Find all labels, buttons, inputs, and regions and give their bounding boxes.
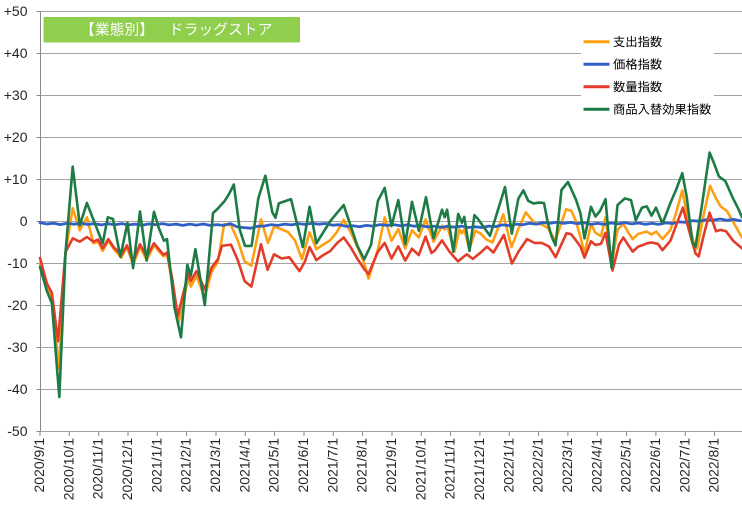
- svg-text:2022/4/1: 2022/4/1: [588, 438, 604, 493]
- svg-text:2021/11/1: 2021/11/1: [442, 438, 458, 499]
- svg-text:2022/3/1: 2022/3/1: [559, 438, 575, 493]
- svg-text:+30: +30: [4, 87, 28, 103]
- svg-text:-20: -20: [7, 297, 27, 313]
- svg-text:2022/6/1: 2022/6/1: [647, 438, 663, 493]
- svg-text:2021/2/1: 2021/2/1: [178, 438, 194, 493]
- svg-text:2021/8/1: 2021/8/1: [354, 438, 370, 493]
- svg-text:-40: -40: [7, 381, 27, 397]
- svg-text:2020/9/1: 2020/9/1: [31, 438, 47, 493]
- svg-text:2022/8/1: 2022/8/1: [706, 438, 722, 493]
- svg-text:2021/1/1: 2021/1/1: [148, 438, 164, 493]
- svg-text:2021/9/1: 2021/9/1: [383, 438, 399, 493]
- svg-text:2020/11/1: 2020/11/1: [90, 438, 106, 499]
- svg-text:2020/12/1: 2020/12/1: [119, 438, 135, 500]
- svg-text:2021/5/1: 2021/5/1: [266, 438, 282, 493]
- svg-text:2021/12/1: 2021/12/1: [471, 438, 487, 500]
- svg-text:+10: +10: [4, 171, 28, 187]
- svg-text:2022/1/1: 2022/1/1: [500, 438, 516, 493]
- svg-text:2022/7/1: 2022/7/1: [676, 438, 692, 493]
- svg-text:2021/6/1: 2021/6/1: [295, 438, 311, 493]
- svg-text:+40: +40: [4, 45, 28, 61]
- svg-text:2021/4/1: 2021/4/1: [236, 438, 252, 493]
- svg-text:-30: -30: [7, 339, 27, 355]
- svg-text:2022/2/1: 2022/2/1: [530, 438, 546, 493]
- svg-text:2021/7/1: 2021/7/1: [324, 438, 340, 493]
- svg-text:2021/10/1: 2021/10/1: [412, 438, 428, 500]
- svg-text:-10: -10: [7, 255, 27, 271]
- svg-text:2022/5/1: 2022/5/1: [618, 438, 634, 493]
- svg-text:+20: +20: [4, 129, 28, 145]
- svg-text:+50: +50: [4, 3, 28, 19]
- svg-text:2021/3/1: 2021/3/1: [207, 438, 223, 493]
- svg-text:2020/10/1: 2020/10/1: [60, 438, 76, 500]
- svg-text:-50: -50: [7, 423, 27, 439]
- svg-text:0: 0: [20, 213, 28, 229]
